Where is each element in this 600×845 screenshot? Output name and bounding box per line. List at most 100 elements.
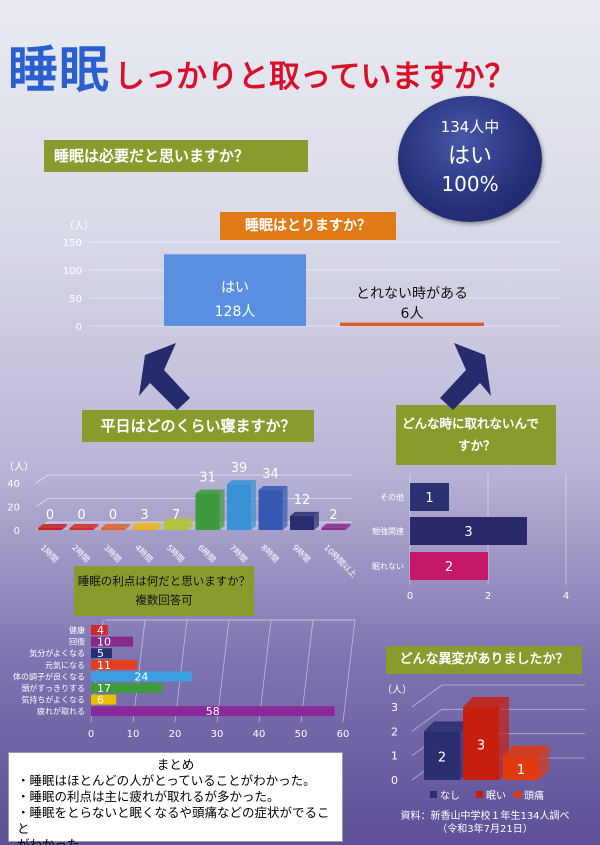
c4-gridline [216,619,230,723]
c2-value-label: 0 [46,508,54,523]
c2-bar-top [101,524,130,528]
q5-label: 睡眠の利点は何だと思いますか？ 複数回答可 [74,566,254,616]
c5-bar-top [463,697,509,707]
c2-bar-side [219,489,225,530]
c4-bar [91,625,108,635]
c2-bar-side [345,523,351,530]
c3-value-label: 2 [445,560,453,575]
c3-cat-label: 眠れない [372,562,404,571]
c4-xtick: 50 [295,729,308,740]
c5-value-label: 2 [438,751,446,766]
c3-bar [410,552,488,580]
c2-bar-top [195,489,225,494]
c2-bar-side [314,511,319,530]
q6-label: どんな異変がありましたか？ [386,646,582,674]
c4-xtick: 60 [337,729,350,740]
q4-label-line2: すか？ [458,438,496,453]
c3-bar [410,483,449,511]
title-sub: しっかりと取っていますか？ [114,59,516,95]
c4-value-label: 58 [206,705,220,718]
c5-bar-top [503,745,549,756]
c1-bar [340,322,484,326]
chart-symptoms: （人） 0 1 2 3 2 3 1 なし 眠い 頭痛 [382,684,585,802]
q1-result-circle: 134人中 はい 100% [398,96,542,222]
c4-cat-label: 元気になる [45,660,85,670]
c2-bar-top [38,524,67,528]
q2-label: 睡眠はとりますか？ [220,212,396,240]
c5-ytick: 2 [391,725,398,738]
c2-cat-label: 5時間 [165,543,186,564]
c5-legend-label: 眠い [486,790,506,802]
title-main: 睡眠 [8,41,110,99]
c4-gridline [300,619,314,723]
summary-line-4: がわかった。 [17,837,93,845]
c3-xtick: 2 [485,591,491,602]
c3-value-label: 1 [425,491,433,506]
arrow-left-icon [139,343,190,410]
c2-value-label: 12 [294,493,311,508]
c2-bar [290,515,314,530]
c2-cat-label: 8時間 [259,543,280,564]
c4-value-label: 5 [97,647,104,660]
c2-bar-side [93,524,99,530]
c5-bar-side [539,745,549,780]
c4-cat-label: 体の調子が良くなる [13,671,85,681]
c4-xtick: 0 [88,729,94,740]
c1-ytick: 150 [63,238,82,249]
c5-legend-swatch [476,791,483,798]
c5-bar [463,707,499,780]
c4-bar [91,671,192,682]
c5-bar [424,731,460,780]
c2-bar-side [156,522,162,530]
c2-value-label: 39 [231,461,248,476]
c2-bar [38,528,62,530]
c5-value-label: 1 [517,763,525,778]
c5-gridline [411,709,443,732]
c4-value-label: 11 [97,659,111,672]
c4-gridline [258,619,272,723]
c5-ytick: 1 [391,750,398,763]
arrow-right-icon [440,343,491,410]
c2-bar [321,527,346,530]
q1-percent: 100% [441,172,499,196]
q4-label-line1: どんな時に取れないんで [402,416,539,431]
c4-bar [91,694,117,705]
c2-bar [258,490,283,530]
c5-legend-swatch [430,791,437,798]
c2-bar-side [188,517,193,530]
c4-value-label: 17 [97,682,111,695]
c5-legend-label: なし [440,790,460,802]
c2-cat-label: 4時間 [133,543,154,564]
c4-xtick: 40 [253,729,266,740]
c2-value-label: 7 [172,508,180,523]
c2-bar-top [132,522,162,527]
q1-total: 134人中 [440,118,500,136]
c4-cat-label: 気持ちがよくなる [21,695,85,705]
c4-gridline [132,619,146,723]
chart-benefits: 0 10 20 30 40 50 60 4 健康 10 回復 5 気分がよくなる 11 元気になる 24 体の調… [13,619,356,740]
c2-value-label: 0 [77,508,85,523]
q1-answer: はい [447,144,492,169]
c5-legend-label: 頭痛 [524,789,544,802]
c4-value-label: 4 [97,624,104,637]
source-note: 資料：新香山中学校１年生134人調べ （令和3年7月21日） [380,810,590,836]
summary-line-1: ・睡眠はほとんどの人がとっていることがわかった。 [17,773,316,788]
c2-value-label: 34 [262,467,279,482]
q3-label: 平日はどのくらい寝ますか？ [82,410,314,442]
c4-cat-label: 回復 [69,637,85,647]
c2-bar-side [251,480,256,530]
c2-ytick: 40 [7,479,20,490]
c1-ytick: 0 [76,322,82,333]
chart-sleep-take: （人） 0 50 100 150 はい 128人 とれない時がある 6人 [63,220,560,333]
c3-xtick: 0 [407,591,413,602]
c4-cat-label: 疲れが取れる [37,706,85,716]
q4-label: どんな時に取れないんで すか？ [396,405,556,465]
c2-bar-side [62,524,67,530]
c2-cat-label: 10時間以上 [322,543,358,579]
page-title: 睡眠 しっかりと取っていますか？ [8,30,598,100]
c2-bar [164,521,188,530]
c3-cat-label: 勉強関連 [372,526,404,536]
c2-value-label: 31 [199,471,216,486]
q5-question: 睡眠の利点は何だと思いますか？ [77,574,251,588]
